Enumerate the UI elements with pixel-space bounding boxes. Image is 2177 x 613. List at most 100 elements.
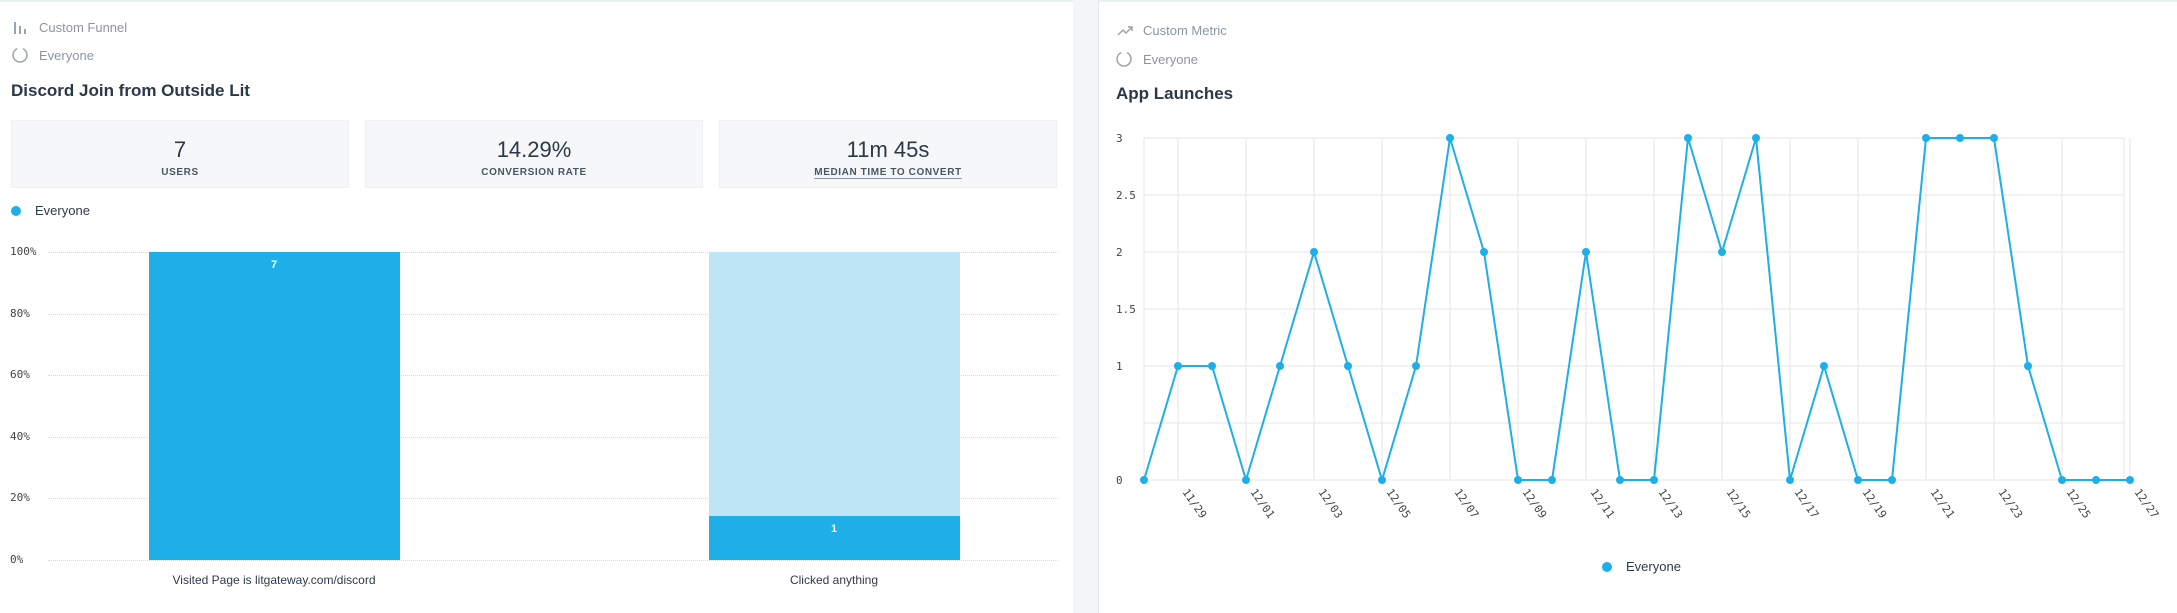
x-tick-label: 12/27 bbox=[2132, 486, 2162, 521]
x-tick-label: 12/17 bbox=[1792, 486, 1822, 521]
funnel-legend-label: Everyone bbox=[35, 203, 90, 218]
data-point[interactable] bbox=[2092, 476, 2100, 484]
legend-dot bbox=[11, 205, 21, 216]
y-tick-label: 2.5 bbox=[1116, 189, 1136, 202]
funnel-step-label: Visited Page is litgateway.com/discord bbox=[172, 573, 376, 587]
stat-users-label: USERS bbox=[161, 167, 199, 178]
data-point[interactable] bbox=[1616, 476, 1624, 484]
y-tick-label: 100% bbox=[10, 245, 37, 258]
panel-gutter bbox=[1073, 0, 1098, 613]
funnel-type-row: Custom Funnel bbox=[13, 20, 127, 35]
data-point[interactable] bbox=[1854, 476, 1862, 484]
stat-conversion-value: 14.29% bbox=[496, 137, 572, 162]
stat-median-label[interactable]: MEDIAN TIME TO CONVERT bbox=[814, 167, 962, 178]
funnel-legend[interactable]: Everyone bbox=[11, 203, 90, 218]
line-chart: 3 2.5 2 1.5 1 0 11/29 12/01 12/03 12/05 12/07 12/09… bbox=[1116, 132, 2162, 521]
funnel-panel: Custom Funnel Everyone Discord Join from… bbox=[0, 0, 1073, 613]
series-line-everyone bbox=[1143, 137, 2130, 484]
metric-legend[interactable]: Everyone bbox=[1602, 559, 1681, 574]
gridline bbox=[48, 498, 1058, 500]
y-tick-label: 40% bbox=[10, 429, 30, 443]
data-point[interactable] bbox=[1514, 476, 1522, 484]
x-tick-label: 12/05 bbox=[1384, 486, 1414, 521]
segment-spinner-icon bbox=[1115, 50, 1133, 68]
funnel-bar-count-label: 7 bbox=[270, 259, 278, 271]
data-point[interactable] bbox=[1990, 134, 1998, 142]
gridline bbox=[48, 560, 1058, 561]
data-point[interactable] bbox=[1208, 362, 1216, 370]
data-point[interactable] bbox=[1310, 248, 1318, 256]
data-point[interactable] bbox=[2126, 476, 2134, 484]
x-tick-label: 12/11 bbox=[1588, 486, 1618, 521]
data-point[interactable] bbox=[1752, 134, 1760, 142]
trend-line-icon bbox=[1117, 25, 1133, 37]
data-point[interactable] bbox=[1956, 134, 1964, 142]
data-point[interactable] bbox=[1650, 476, 1658, 484]
stat-users-value: 7 bbox=[173, 137, 187, 162]
x-tick-label: 12/15 bbox=[1724, 486, 1754, 521]
segment-spinner-icon bbox=[11, 46, 29, 64]
data-point[interactable] bbox=[1174, 362, 1182, 370]
x-tick-label: 12/19 bbox=[1860, 486, 1890, 521]
y-tick-label: 80% bbox=[10, 306, 30, 320]
stat-conversion-rate: 14.29% CONVERSION RATE bbox=[365, 120, 703, 188]
x-tick-label: 11/29 bbox=[1180, 486, 1210, 521]
y-tick-label: 0 bbox=[1116, 474, 1123, 487]
data-point[interactable] bbox=[1888, 476, 1896, 484]
data-point[interactable] bbox=[1922, 134, 1930, 142]
data-point[interactable] bbox=[1820, 362, 1828, 370]
metric-legend-label: Everyone bbox=[1626, 559, 1681, 574]
y-tick-label: 3 bbox=[1116, 132, 1123, 145]
x-tick-label: 12/01 bbox=[1248, 486, 1278, 521]
stat-median-value: 11m 45s bbox=[846, 137, 930, 162]
data-point[interactable] bbox=[1786, 476, 1794, 484]
y-tick-label: 1 bbox=[1116, 360, 1123, 373]
data-point[interactable] bbox=[1242, 476, 1250, 484]
funnel-title: Discord Join from Outside Lit bbox=[11, 81, 250, 100]
x-tick-label: 12/23 bbox=[1996, 486, 2026, 521]
funnel-segment-row[interactable]: Everyone bbox=[11, 46, 94, 64]
funnel-step-bar[interactable] bbox=[148, 252, 400, 560]
data-point[interactable] bbox=[1344, 362, 1352, 370]
funnel-bar-count-label: 1 bbox=[830, 522, 838, 535]
data-point[interactable] bbox=[1446, 134, 1454, 142]
metric-segment-row[interactable]: Everyone bbox=[1115, 50, 1198, 68]
gridline bbox=[48, 436, 1058, 438]
data-point[interactable] bbox=[1548, 476, 1556, 484]
legend-dot bbox=[1602, 561, 1612, 572]
metric-type-row: Custom Metric bbox=[1117, 23, 1227, 38]
y-tick-label: 0% bbox=[10, 553, 24, 566]
y-tick-label: 2 bbox=[1116, 246, 1123, 259]
x-tick-label: 12/25 bbox=[2064, 486, 2094, 521]
data-point[interactable] bbox=[1140, 476, 1148, 484]
y-tick-label: 20% bbox=[10, 491, 30, 505]
metric-panel: Custom Metric Everyone App Launches 3 2.5… bbox=[1098, 0, 2177, 613]
gridline bbox=[48, 375, 1058, 377]
gridline bbox=[48, 313, 1058, 315]
data-point[interactable] bbox=[1378, 476, 1386, 484]
x-tick-label: 12/09 bbox=[1520, 486, 1550, 521]
data-point[interactable] bbox=[2058, 476, 2066, 484]
x-tick-label: 12/21 bbox=[1928, 486, 1958, 521]
data-point[interactable] bbox=[2024, 362, 2032, 370]
x-tick-label: 12/03 bbox=[1316, 486, 1346, 521]
data-point[interactable] bbox=[1412, 362, 1420, 370]
y-tick-label: 1.5 bbox=[1116, 303, 1136, 316]
data-point[interactable] bbox=[1480, 248, 1488, 256]
x-tick-label: 12/07 bbox=[1452, 486, 1482, 521]
stat-users: 7 USERS bbox=[11, 120, 349, 188]
gridline bbox=[48, 252, 1058, 253]
funnel-type-label: Custom Funnel bbox=[39, 20, 128, 35]
funnel-dropoff-bar[interactable] bbox=[708, 252, 960, 560]
data-point[interactable] bbox=[1718, 248, 1726, 256]
data-point[interactable] bbox=[1276, 362, 1284, 370]
data-point[interactable] bbox=[1684, 134, 1692, 142]
metric-type-label: Custom Metric bbox=[1143, 23, 1227, 38]
funnel-step-bar[interactable] bbox=[708, 515, 960, 560]
stat-conversion-label: CONVERSION RATE bbox=[481, 167, 587, 178]
stat-median-time[interactable]: 11m 45s MEDIAN TIME TO CONVERT bbox=[719, 120, 1057, 188]
data-point[interactable] bbox=[1582, 248, 1590, 256]
funnel-segment-label: Everyone bbox=[39, 47, 94, 63]
bar-chart-icon bbox=[13, 21, 29, 35]
